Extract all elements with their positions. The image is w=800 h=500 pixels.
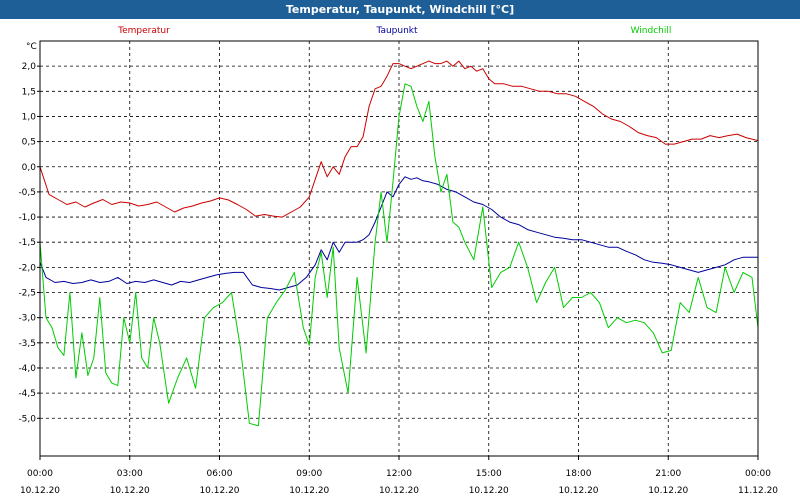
x-tick-time-label: 21:00 bbox=[655, 469, 681, 479]
y-tick-label: 2,0 bbox=[22, 62, 37, 72]
y-tick-label: -2,5 bbox=[18, 289, 36, 299]
y-tick-label: -3,0 bbox=[18, 314, 36, 324]
x-tick-time-label: 06:00 bbox=[207, 469, 233, 479]
y-tick-label: -1,0 bbox=[18, 213, 36, 223]
x-tick-date-label: 10.12.20 bbox=[110, 486, 150, 496]
x-tick-date-label: 10.12.20 bbox=[20, 486, 60, 496]
x-tick-date-label: 10.12.20 bbox=[469, 486, 509, 496]
y-tick-label: -4,5 bbox=[18, 389, 36, 399]
x-tick-date-label: 10.12.20 bbox=[648, 486, 688, 496]
chart-plot: 2,0 1,5 1,0 0,5 0,0 -0,5 -1,0 -1,5 -2,0 -2,5 -3,0 -… bbox=[0, 19, 800, 500]
x-tick-date-label: 10.12.20 bbox=[199, 486, 239, 496]
legend-entry-windchill: Windchill bbox=[631, 26, 672, 36]
y-tick-label: -5,0 bbox=[18, 414, 36, 424]
x-tick-time-label: 15:00 bbox=[476, 469, 502, 479]
y-tick-label: -2,0 bbox=[18, 263, 36, 273]
y-tick-label: 0,5 bbox=[22, 138, 36, 148]
x-tick-date-label: 10.12.20 bbox=[558, 486, 598, 496]
y-tick-label: -4,0 bbox=[18, 364, 36, 374]
x-tick-date-label: 10.12.20 bbox=[379, 486, 419, 496]
series-line-windchill bbox=[39, 83, 759, 427]
legend-entry-taupunkt: Taupunkt bbox=[375, 26, 418, 36]
x-tick-date-label: 11.12.20 bbox=[738, 486, 778, 496]
chart-background bbox=[0, 19, 800, 500]
y-tick-label: 1,5 bbox=[22, 87, 36, 97]
legend-entry-temperatur: Temperatur bbox=[117, 26, 170, 36]
y-tick-label: -0,5 bbox=[18, 188, 36, 198]
x-tick-time-label: 09:00 bbox=[296, 469, 322, 479]
series-line-taupunkt bbox=[39, 176, 758, 291]
x-tick-time-label: 18:00 bbox=[566, 469, 592, 479]
y-tick-label: 0,0 bbox=[22, 163, 37, 173]
x-tick-time-label: 12:00 bbox=[386, 469, 412, 479]
y-axis-label: °C bbox=[26, 42, 37, 52]
x-tick-time-label: 00:00 bbox=[745, 469, 771, 479]
plot-border bbox=[39, 40, 759, 457]
series-line-temperatur bbox=[39, 60, 759, 218]
x-tick-time-label: 00:00 bbox=[27, 469, 53, 479]
y-tick-label: -3,5 bbox=[18, 339, 36, 349]
x-tick-date-label: 10.12.20 bbox=[289, 486, 329, 496]
chart-title: Temperatur, Taupunkt, Windchill [°C] bbox=[0, 0, 800, 19]
y-tick-label: 1,0 bbox=[22, 112, 37, 122]
y-tick-label: -1,5 bbox=[18, 238, 36, 248]
x-tick-time-label: 03:00 bbox=[117, 469, 143, 479]
